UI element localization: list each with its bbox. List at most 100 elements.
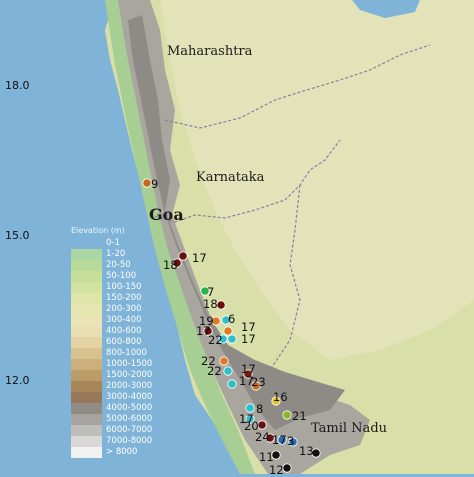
region-label-goa: Goa [149,205,184,224]
legend-swatch [71,403,102,414]
legend-label: 7000-8000 [106,436,153,446]
legend-item: 20-50 [71,260,153,271]
site-label: 17 [239,374,254,388]
site-marker [311,448,321,458]
legend-swatch [71,249,102,260]
legend-item: 800-1000 [71,348,153,359]
legend-item: 0-1 [71,238,153,249]
site-marker [223,326,233,336]
deccan-plateau [160,0,474,360]
site-marker [216,300,226,310]
legend-label: 50-100 [106,271,137,281]
legend-label: 600-800 [106,337,142,347]
legend-swatch [71,359,102,370]
legend-swatch [71,315,102,326]
legend-item: 150-200 [71,293,153,304]
legend-item: 100-150 [71,282,153,293]
site-label: 18 [163,258,178,272]
legend-label: > 8000 [106,447,138,457]
site-label: 21 [292,409,307,423]
site-marker [271,450,281,460]
site-marker [172,258,182,268]
site-label: 22 [201,354,216,368]
site-marker [142,178,152,188]
legend-swatch [71,260,102,271]
site-label: 19 [199,314,214,328]
legend-item: 300-400 [71,315,153,326]
site-label: 24 [255,430,270,444]
site-label: 20 [244,419,259,433]
site-label: 17 [196,324,211,338]
latitude-label: 18.0 [5,79,30,92]
site-marker [245,403,255,413]
legend-label: 100-150 [106,282,142,292]
site-marker [200,286,210,296]
site-label: 13 [299,444,314,458]
legend-item: 6000-7000 [71,425,153,436]
site-marker [282,410,292,420]
legend-item: 600-800 [71,337,153,348]
latitude-label: 12.0 [5,374,30,387]
legend-item: 400-600 [71,326,153,337]
site-label: 17 [272,433,287,447]
legend-label: 200-300 [106,304,142,314]
legend-item: 7000-8000 [71,436,153,447]
site-marker [211,316,221,326]
site-label: 17 [192,251,207,265]
site-label: 17 [241,320,256,334]
legend-title: Elevation (m) [71,226,125,235]
site-marker [221,315,231,325]
legend-label: 3000-4000 [106,392,153,402]
site-marker [288,437,298,447]
legend-label: 300-400 [106,315,142,325]
legend-item: 1000-1500 [71,359,153,370]
site-label: 22 [207,364,222,378]
legend-swatch [71,282,102,293]
site-marker [271,396,281,406]
site-label: 9 [151,177,159,191]
state-border [149,139,341,223]
legend-swatch [71,337,102,348]
legend-label: 1-20 [106,249,126,259]
legend-item: 2000-3000 [71,381,153,392]
site-label: 16 [273,390,288,404]
site-label: 18 [203,297,218,311]
site-marker [243,369,253,379]
site-marker [227,379,237,389]
site-marker [265,433,275,443]
legend-swatch [71,414,102,425]
legend-label: 1000-1500 [106,359,153,369]
legend-item: 1500-2000 [71,370,153,381]
ghats-highlands [128,15,345,430]
elevation-legend: Elevation (m) 0-1 1-20 20-50 50-100 100-150 1… [71,226,153,458]
site-marker [251,381,261,391]
site-label: 17 [241,362,256,376]
reservoir [352,0,420,18]
site-marker [218,334,228,344]
legend-item: 5000-6000 [71,414,153,425]
region-label-karnataka: Karnataka [196,170,265,185]
legend-swatch [71,392,102,403]
site-marker [223,366,233,376]
state-border [164,44,431,129]
site-marker [219,356,229,366]
legend-label: 0-1 [106,238,120,248]
latitude-label: 15.0 [5,229,30,242]
legend-item: 200-300 [71,304,153,315]
region-label-tamil-nadu: Tamil Nadu [311,421,388,436]
site-label: 17 [239,412,254,426]
legend-swatch [71,238,102,249]
site-label: 8 [256,402,264,416]
legend-swatch [71,370,102,381]
site-marker [227,334,237,344]
legend-item: > 8000 [71,447,153,458]
site-marker [203,326,213,336]
legend-item: 4000-5000 [71,403,153,414]
site-label: 6 [228,312,236,326]
legend-label: 20-50 [106,260,131,270]
legend-swatch [71,436,102,447]
site-marker [257,420,267,430]
legend-rows: 0-1 1-20 20-50 50-100 100-150 150-200 200-300 3… [71,238,153,458]
site-marker [178,251,188,261]
legend-swatch [71,348,102,359]
